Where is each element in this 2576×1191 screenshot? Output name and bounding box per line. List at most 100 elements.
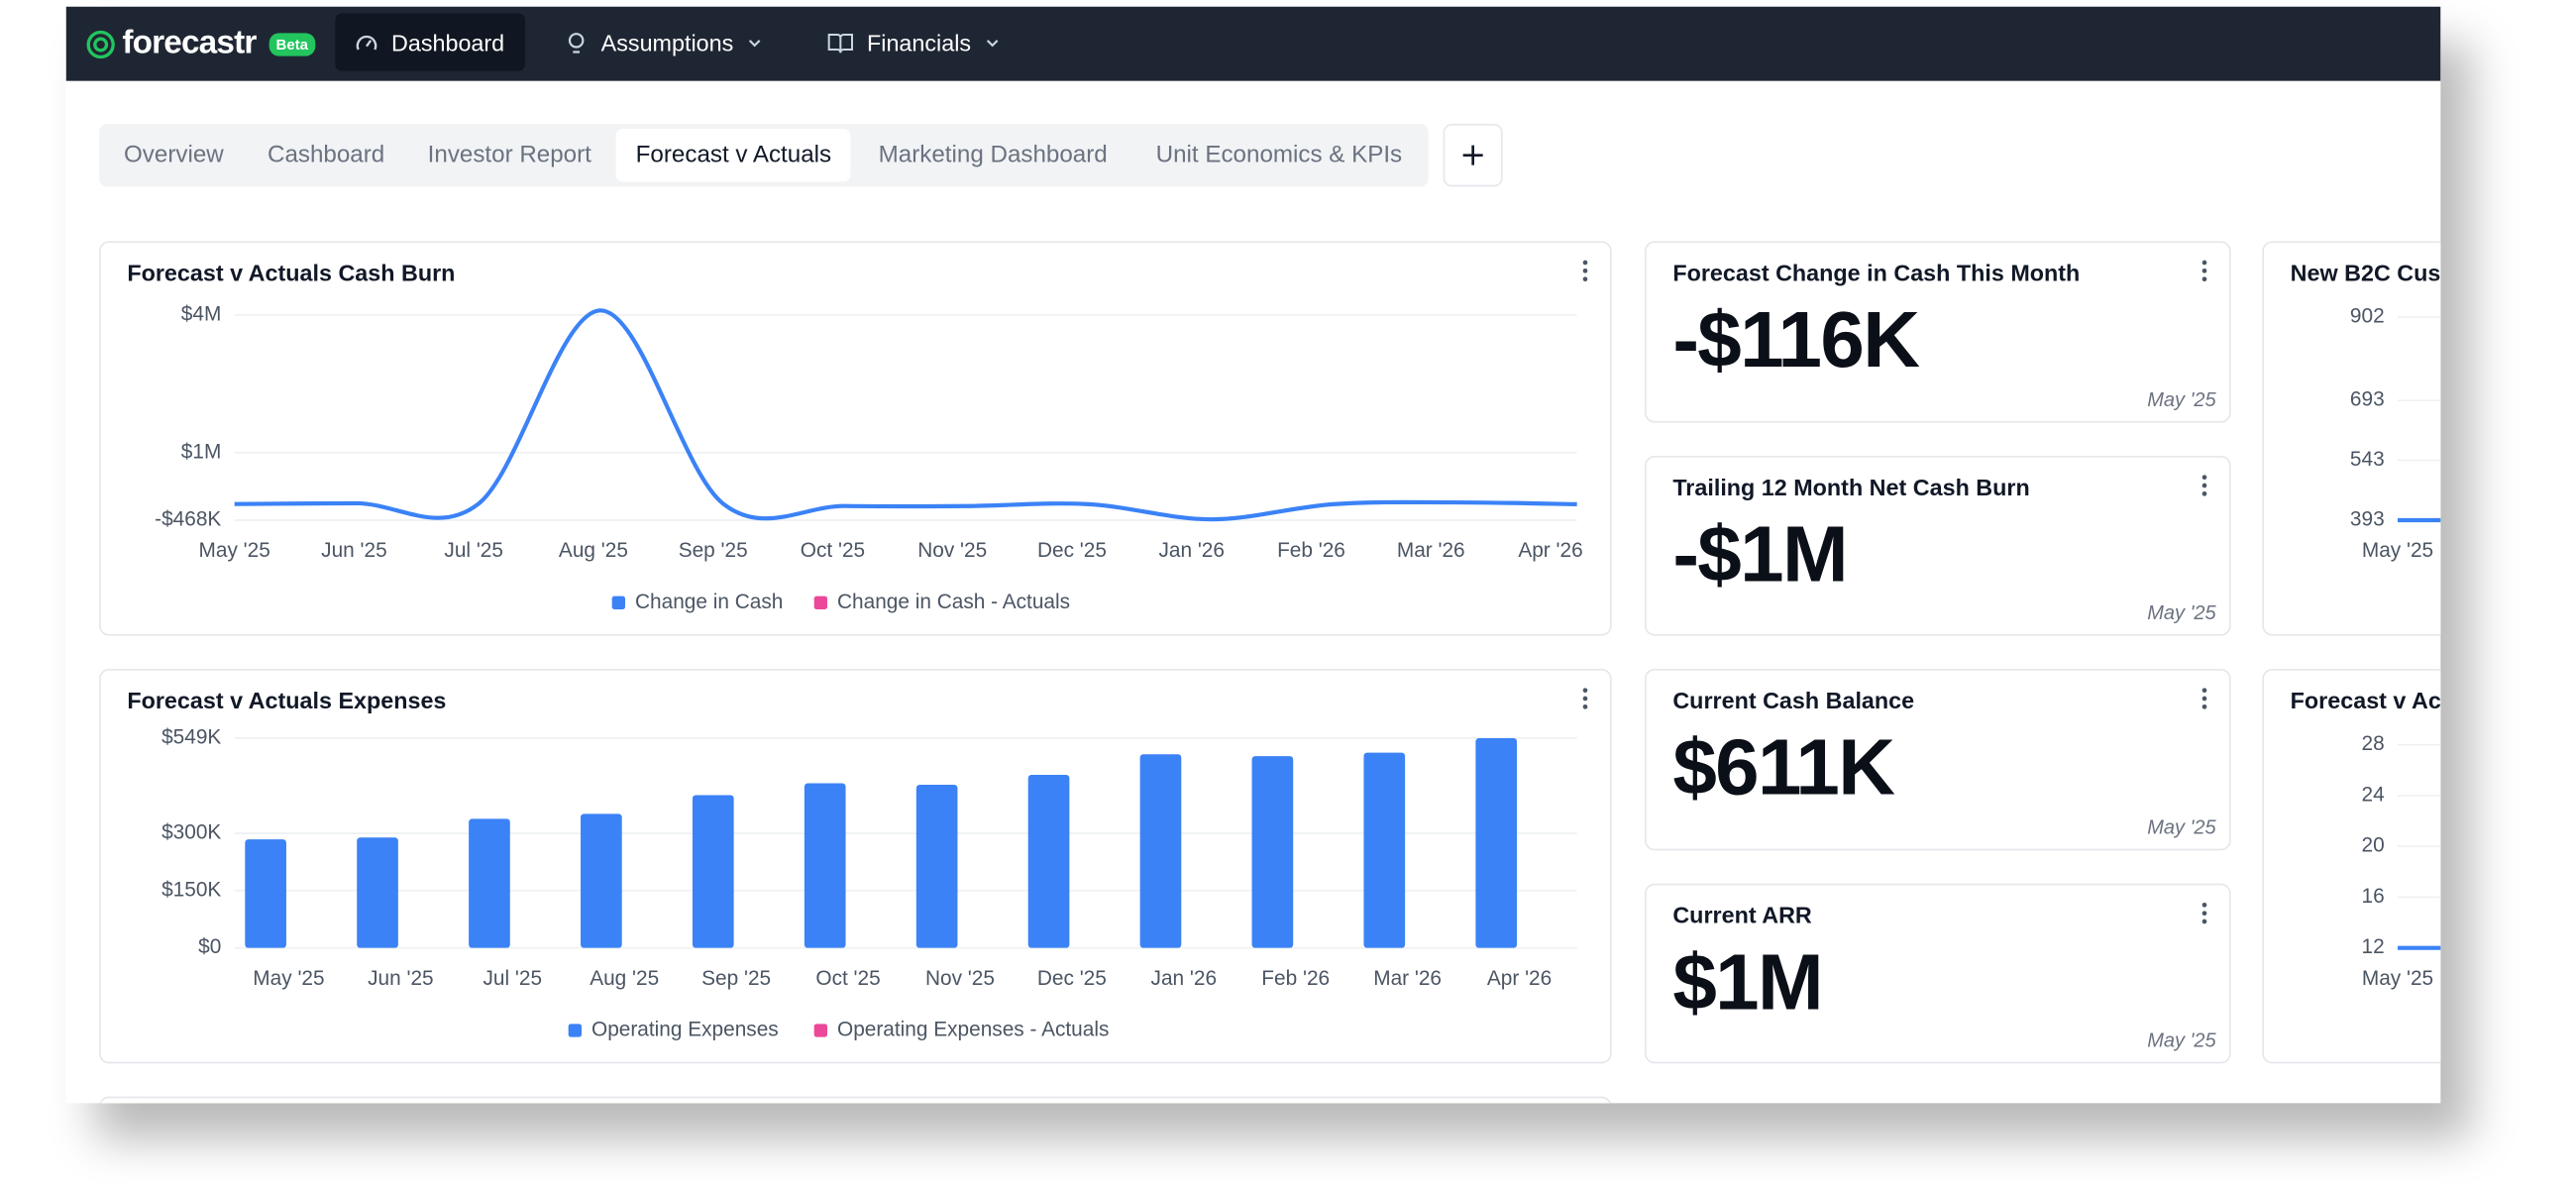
chart: 28 24 20 16 12 May '25	[2361, 732, 2441, 990]
menu-dot	[2201, 704, 2207, 709]
x-tick-label: Jun '25	[368, 967, 434, 990]
menu-dot	[2201, 475, 2207, 481]
card-menu[interactable]	[2200, 260, 2209, 282]
x-tick-label: Sep '25	[701, 967, 771, 990]
book-icon	[827, 33, 854, 53]
chart: $549K $300K $150K $0 May '25 Jun '25 Jul '25 Au…	[161, 726, 1577, 1041]
nav-item[interactable]: Assumptions	[545, 13, 783, 70]
x-tick-label: Apr '26	[1518, 539, 1582, 562]
x-tick-label: Aug '25	[590, 967, 659, 990]
kpi-date: May '25	[2147, 600, 2216, 625]
x-tick-label: Jan '26	[1151, 967, 1218, 990]
tab[interactable]: Forecast v Actuals	[615, 129, 852, 182]
y-tick-label: 393	[2350, 508, 2385, 531]
tab[interactable]: Unit Economics & KPIs	[1155, 142, 1403, 169]
y-tick-label: 20	[2361, 834, 2384, 857]
menu-dot	[1582, 688, 1588, 694]
kpi-title: Forecast Change in Cash This Month	[1672, 259, 2081, 286]
bar	[469, 818, 510, 948]
tab[interactable]: Cashboard	[268, 142, 385, 169]
x-tick-label: Jan '26	[1158, 539, 1225, 562]
x-tick-label: Feb '26	[1277, 539, 1345, 562]
menu-dot	[2201, 919, 2207, 924]
chevron	[749, 39, 761, 47]
y-tick-label: $0	[198, 935, 221, 958]
kpi-card: Current Cash Balance $611K May '25	[1645, 669, 2231, 851]
y-tick-label: 693	[2350, 388, 2385, 411]
x-tick-label: Jun '25	[321, 539, 387, 562]
tab[interactable]: Overview	[124, 142, 224, 169]
x-tick-label: May '25	[199, 539, 270, 562]
bar	[1027, 775, 1070, 948]
menu-dot	[1582, 704, 1588, 709]
x-tick-label: Jul '25	[444, 539, 503, 562]
x-tick-label: Sep '25	[679, 539, 748, 562]
kpi-card: Forecast Change in Cash This Month -$116…	[1645, 241, 2231, 423]
x-tick-label: Jul '25	[483, 967, 543, 990]
nav-item[interactable]: Dashboard	[335, 13, 525, 71]
x-tick-label: Mar '26	[1397, 539, 1465, 562]
kpi-date: May '25	[2147, 387, 2216, 412]
plus-icon	[1462, 145, 1483, 165]
y-tick-label: 28	[2361, 732, 2384, 755]
legend-label: Operating Expenses - Actuals	[837, 1019, 1109, 1041]
menu-dot	[2201, 260, 2207, 266]
x-tick-label: Apr '26	[1487, 967, 1552, 990]
bulb-icon	[568, 32, 585, 53]
nav-item[interactable]: Financials	[807, 13, 1020, 70]
chart: $4M $1M -$468K May '25 Jun '25 Jul '25 Aug '25…	[155, 302, 1583, 613]
legend-label: Operating Expenses	[591, 1019, 779, 1041]
nav-label: Assumptions	[600, 29, 734, 55]
bar	[1475, 738, 1518, 948]
card-title: Forecast v Actuals Cash Burn	[127, 259, 456, 286]
bar	[357, 837, 398, 948]
menu-dot	[2201, 491, 2207, 496]
card-title: Forecast v Act	[2290, 687, 2441, 714]
kpi-value: -$116K	[1672, 297, 1920, 385]
card-menu[interactable]	[2200, 902, 2209, 924]
card-menu[interactable]	[2200, 687, 2209, 709]
x-tick-label: May '25	[2362, 539, 2433, 562]
brand[interactable]: forecastr Beta	[86, 25, 315, 62]
bar	[1251, 756, 1294, 948]
beta-badge: Beta	[268, 32, 315, 55]
kpi-title: Current Cash Balance	[1672, 687, 1915, 714]
x-tick-label: Feb '26	[1261, 967, 1330, 990]
bar	[245, 839, 286, 948]
tab[interactable]: Investor Report	[427, 142, 591, 169]
bar	[692, 795, 734, 948]
bar	[804, 783, 846, 948]
kpi-value: -$1M	[1672, 511, 1848, 600]
y-tick-label: $150K	[161, 878, 221, 901]
add-tab-button[interactable]	[1443, 124, 1503, 187]
chevron	[986, 39, 999, 47]
tab[interactable]: Marketing Dashboard	[878, 142, 1108, 169]
menu-dot	[1582, 260, 1588, 266]
card-menu[interactable]	[1580, 260, 1590, 282]
menu-dot	[2201, 911, 2207, 917]
kpi-card: Trailing 12 Month Net Cash Burn -$1M May…	[1645, 456, 2231, 636]
card-menu[interactable]	[1580, 687, 1590, 709]
kpi-value: $1M	[1672, 939, 1823, 1028]
kpi-date: May '25	[2147, 1029, 2216, 1052]
top-bar: forecastr Beta Dashboard Assumptions Fin…	[65, 6, 2441, 81]
menu-dot	[2201, 276, 2207, 282]
y-tick-label: 12	[2361, 935, 2384, 958]
x-tick-label: May '25	[253, 967, 324, 990]
card-title: Forecast v Actuals Expenses	[127, 687, 447, 714]
chart-card: $549K $300K $150K $0 May '25 Jun '25 Jul '25 Au…	[99, 669, 1612, 1064]
menu-dot	[2201, 688, 2207, 694]
card-menu[interactable]	[2200, 474, 2209, 496]
x-tick-label: Nov '25	[925, 967, 995, 990]
chart: 902 693 543 393 May '25	[2350, 305, 2441, 562]
legend-swatch	[568, 1024, 583, 1037]
chart-card	[99, 1096, 1612, 1104]
kpi-date: May '25	[2147, 815, 2216, 839]
bar	[581, 813, 622, 948]
y-tick-label: 24	[2361, 783, 2384, 806]
menu-dot	[2201, 903, 2207, 908]
bar	[915, 785, 958, 948]
chart-card: $4M $1M -$468K May '25 Jun '25 Jul '25 Aug '25…	[99, 241, 1612, 636]
legend-label: Change in Cash - Actuals	[837, 591, 1070, 613]
y-tick-label: $4M	[181, 302, 222, 325]
